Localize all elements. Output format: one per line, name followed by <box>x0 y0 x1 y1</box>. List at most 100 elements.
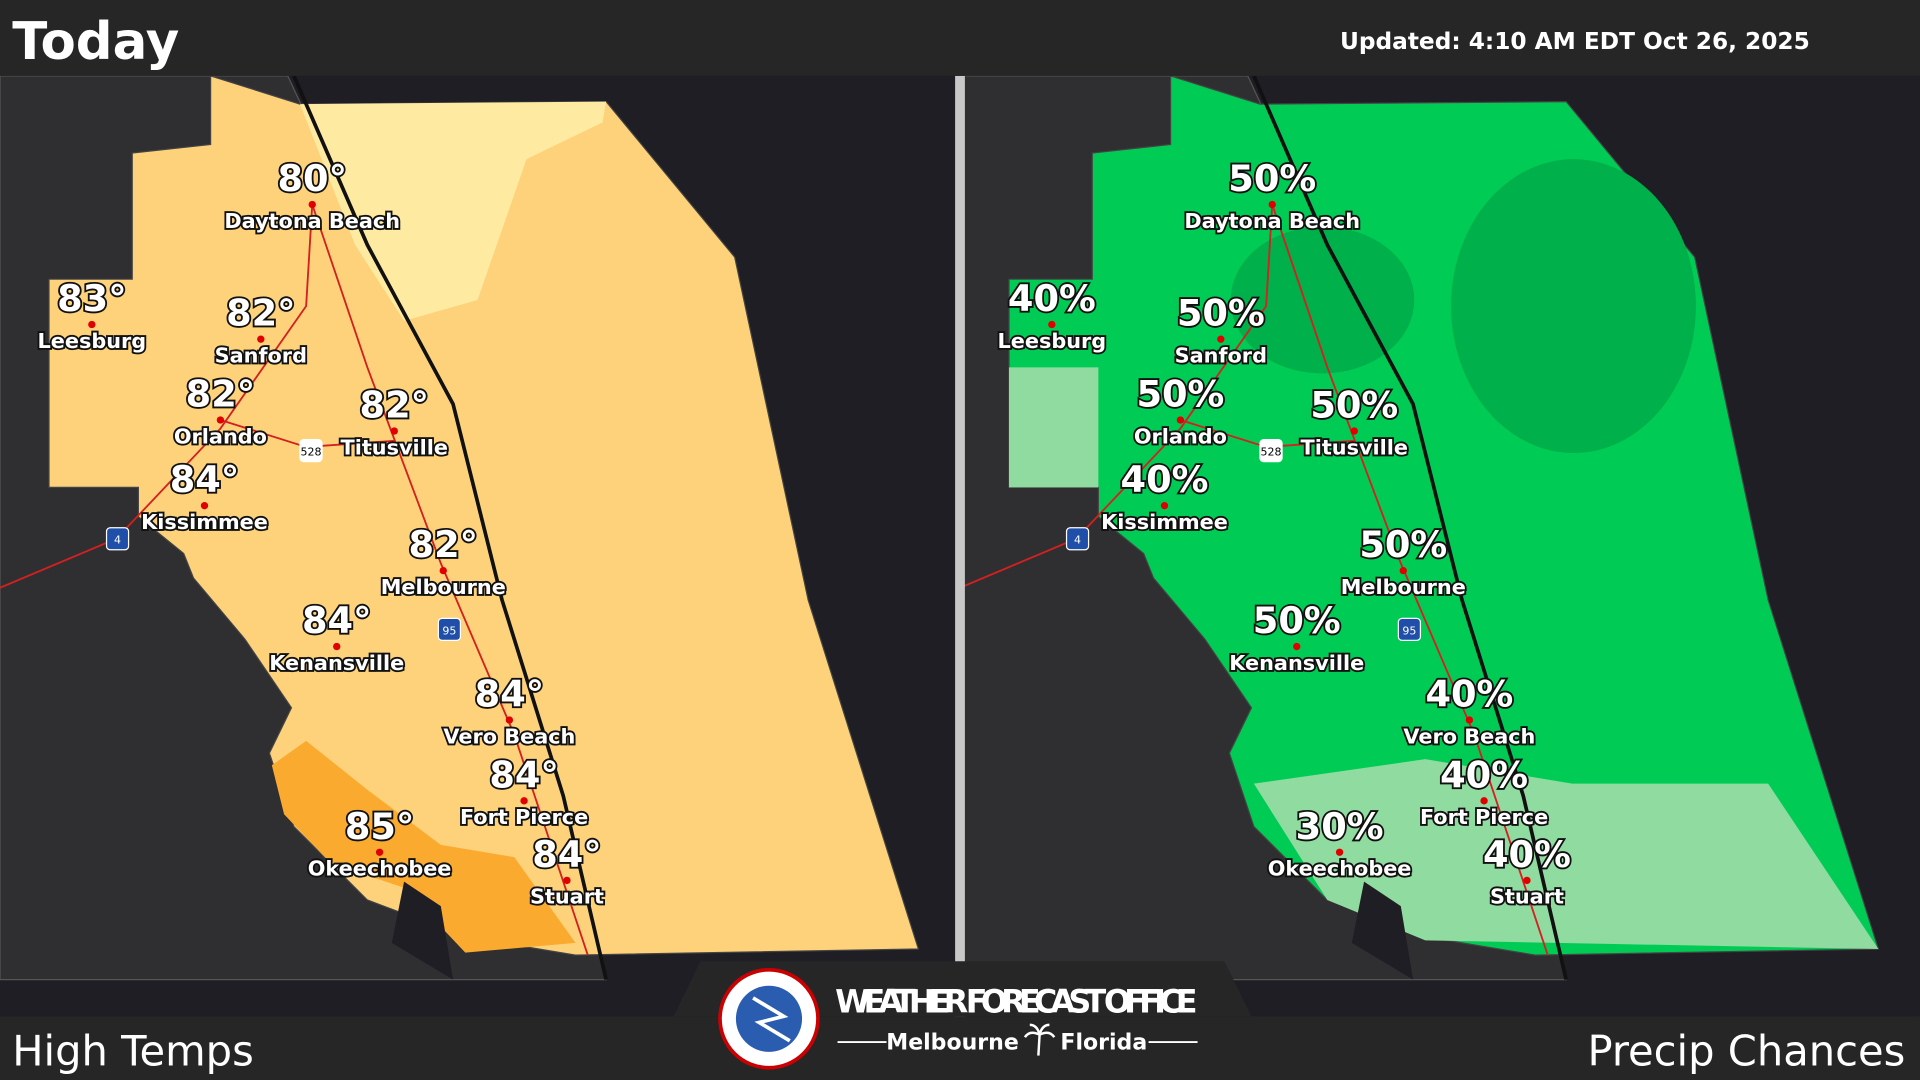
city-value: 40% <box>1121 458 1209 501</box>
city-dot <box>439 566 447 575</box>
city-value: 84° <box>170 458 239 501</box>
city-dot <box>375 848 384 856</box>
city-dot <box>216 416 225 424</box>
city-value: 84° <box>475 673 544 716</box>
city-value: 50% <box>1136 373 1224 416</box>
office-name: WEATHER FORECAST OFFICE <box>835 983 1197 1021</box>
road-shield <box>1065 527 1090 551</box>
logo-plate <box>673 961 1252 1017</box>
city-dot <box>505 716 514 724</box>
city-dot <box>88 320 96 329</box>
city-dot <box>1217 335 1225 343</box>
city-value: 50% <box>1177 292 1265 335</box>
city-value: 84° <box>302 599 371 642</box>
city-value: 50% <box>1310 384 1398 427</box>
city-value: 50% <box>1253 599 1341 642</box>
city-value: 40% <box>1483 833 1571 876</box>
city-name: Fort Pierce <box>460 805 588 829</box>
city-value: 85° <box>345 805 414 848</box>
city-dot <box>257 335 265 343</box>
city-value: 30% <box>1296 805 1384 848</box>
low-chance-zone <box>1008 367 1099 488</box>
city-name: Titusville <box>1301 435 1409 459</box>
road-shield-label: 95 <box>1402 624 1416 637</box>
city-value: 40% <box>1008 277 1096 320</box>
city-name: Melbourne <box>1341 575 1466 599</box>
city-name: Vero Beach <box>443 724 575 748</box>
road-shield <box>1397 617 1422 642</box>
road-shield-label: 95 <box>442 624 456 637</box>
header-bar <box>0 0 1920 76</box>
nws-bolt <box>752 996 791 1043</box>
city-name: Orlando <box>174 424 267 448</box>
city-name: Daytona Beach <box>224 209 400 233</box>
palm-icon <box>1023 1023 1056 1056</box>
city-name: Melbourne <box>381 575 506 599</box>
city-dot <box>520 797 528 805</box>
interstate <box>959 204 1274 589</box>
road-shield-label: 528 <box>301 446 322 459</box>
city-value: 40% <box>1425 673 1513 716</box>
city-value: 50% <box>1359 523 1447 566</box>
city-dot <box>1048 320 1056 329</box>
panel-label: High Temps <box>12 1026 254 1075</box>
city-name: Stuart <box>530 885 604 909</box>
city-dot <box>1480 797 1488 805</box>
city-dot <box>333 642 341 651</box>
panel-label: Precip Chances <box>1587 1026 1905 1075</box>
city-value: 80° <box>278 157 347 200</box>
city-name: Kenansville <box>269 651 404 675</box>
city-value: 50% <box>1228 157 1316 200</box>
lake <box>391 881 454 980</box>
city-value: 83° <box>57 277 126 320</box>
low-chance-zone <box>1253 759 1879 949</box>
city-name: Okeechobee <box>308 857 452 881</box>
interstate <box>1271 204 1549 956</box>
city-value: 84° <box>489 753 558 796</box>
city-name: Fort Pierce <box>1420 805 1548 829</box>
city-name: Leesburg <box>997 329 1106 353</box>
city-name: Titusville <box>341 435 448 459</box>
lake <box>1351 881 1414 980</box>
road-shield-label: 4 <box>1074 534 1081 547</box>
title: Today <box>12 12 179 72</box>
city-dot <box>563 876 571 885</box>
city-name: Sanford <box>1175 343 1267 367</box>
city-dot <box>1335 848 1344 856</box>
coastline <box>292 75 608 981</box>
city-dot <box>1523 876 1531 885</box>
city-dot <box>1160 502 1169 510</box>
office-state: Florida <box>1060 1030 1147 1055</box>
road-shield <box>105 527 130 551</box>
city-name: Orlando <box>1134 424 1227 448</box>
city-value: 84° <box>532 833 601 876</box>
panel-divider <box>955 75 965 1017</box>
road-shield <box>437 617 462 642</box>
road-shield-label: 528 <box>1261 446 1282 459</box>
road-shield <box>299 438 323 463</box>
city-value: 82° <box>409 523 478 566</box>
city-dot <box>1268 200 1276 209</box>
city-name: Stuart <box>1490 885 1564 909</box>
city-value: 82° <box>360 384 429 427</box>
city-dot <box>308 200 316 209</box>
coastline <box>1252 75 1568 981</box>
warm-zone <box>271 740 576 953</box>
city-dot <box>1399 566 1407 575</box>
city-name: Okeechobee <box>1268 857 1412 881</box>
city-value: 40% <box>1440 753 1528 796</box>
city-dot <box>1176 416 1185 424</box>
city-name: Sanford <box>215 343 307 367</box>
forecast-area <box>48 75 920 956</box>
higher-chance-zone <box>1451 159 1696 454</box>
city-name: Kenansville <box>1229 651 1364 675</box>
road-shield <box>1259 438 1283 463</box>
road-shield-label: 4 <box>114 534 121 547</box>
footer-bar <box>0 1016 1920 1080</box>
city-name: Vero Beach <box>1403 724 1535 748</box>
city-dot <box>200 502 209 510</box>
city-value: 82° <box>186 373 255 416</box>
updated-time: Updated: 4:10 AM EDT Oct 26, 2025 <box>1340 28 1810 55</box>
city-dot <box>1465 716 1474 724</box>
